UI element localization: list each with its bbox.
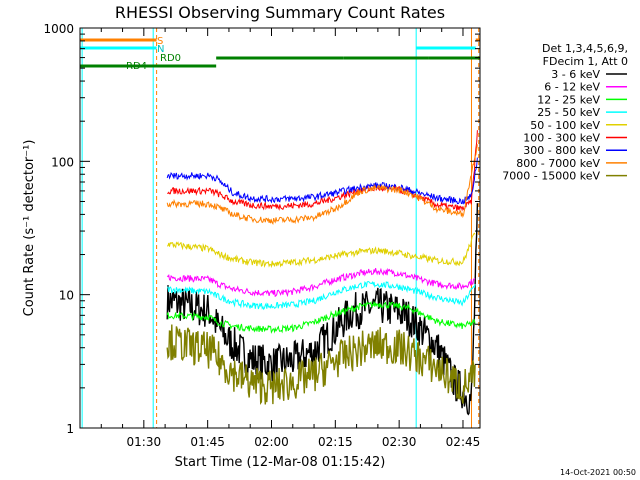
y-tick-label-1: 1 — [66, 422, 74, 436]
legend-label-3-6-kev: 3 - 6 keV — [551, 68, 600, 81]
legend-header-line-1: Det 1,3,4,5,6,9, — [542, 42, 628, 55]
series-line-50-100-kev — [166, 232, 476, 269]
annotation-rd4: RD4 — [126, 61, 147, 72]
x-tick-label-02-15: 02:15 — [318, 435, 353, 449]
x-tick-label-02-00: 02:00 — [254, 435, 289, 449]
x-axis-label: Start Time (12-Mar-08 01:15:42) — [175, 455, 386, 470]
plot-area — [80, 28, 480, 428]
annotation-rd0: RD0 — [160, 53, 181, 64]
legend-label-7000-15000-kev: 7000 - 15000 keV — [502, 170, 600, 183]
y-tick-label-10: 10 — [59, 289, 74, 303]
legend-label-12-25-kev: 12 - 25 keV — [537, 93, 600, 106]
series-line-12-25-kev — [166, 301, 476, 334]
legend: Det 1,3,4,5,6,9, FDecim 1, Att 0 3 - 6 k… — [502, 42, 628, 183]
legend-label-300-800-kev: 300 - 800 keV — [523, 144, 600, 157]
series-line-3-6-kev — [166, 203, 479, 416]
legend-label-25-50-kev: 25 - 50 keV — [537, 106, 600, 119]
legend-label-800-7000-kev: 800 - 7000 keV — [516, 157, 600, 170]
chart-title: RHESSI Observing Summary Count Rates — [115, 3, 445, 22]
x-tick-label-01-45: 01:45 — [190, 435, 225, 449]
legend-label-6-12-kev: 6 - 12 keV — [544, 81, 600, 94]
x-axis-ticks: 01:30 01:45 02:00 02:15 02:30 02:45 — [79, 28, 481, 449]
legend-label-100-300-kev: 100 - 300 keV — [523, 132, 600, 145]
y-tick-label-100: 100 — [51, 155, 74, 169]
footer-date: 14-Oct-2021 00:50 — [560, 468, 636, 477]
annotation-s: S — [157, 36, 163, 47]
series-line-7000-15000-kev — [166, 324, 476, 406]
x-tick-label-01-30: 01:30 — [127, 435, 162, 449]
y-axis-label: Count Rate (s⁻¹ detector⁻¹) — [22, 140, 37, 317]
series-line-300-800-kev — [166, 157, 478, 205]
y-tick-label-1000: 1000 — [43, 22, 74, 36]
y-axis-ticks: 1 10 100 1000 — [43, 22, 480, 436]
legend-label-50-100-kev: 50 - 100 keV — [530, 119, 600, 132]
legend-header-line-2: FDecim 1, Att 0 — [543, 55, 628, 68]
series-line-25-50-kev — [167, 281, 476, 311]
series-line-6-12-kev — [166, 267, 476, 298]
series-line-100-300-kev — [167, 130, 478, 212]
plot-frame — [79, 27, 481, 429]
x-tick-label-02-45: 02:45 — [446, 435, 481, 449]
annotation-n: N — [157, 44, 164, 55]
x-tick-label-02-30: 02:30 — [382, 435, 417, 449]
series-line-800-7000-kev — [166, 144, 478, 226]
